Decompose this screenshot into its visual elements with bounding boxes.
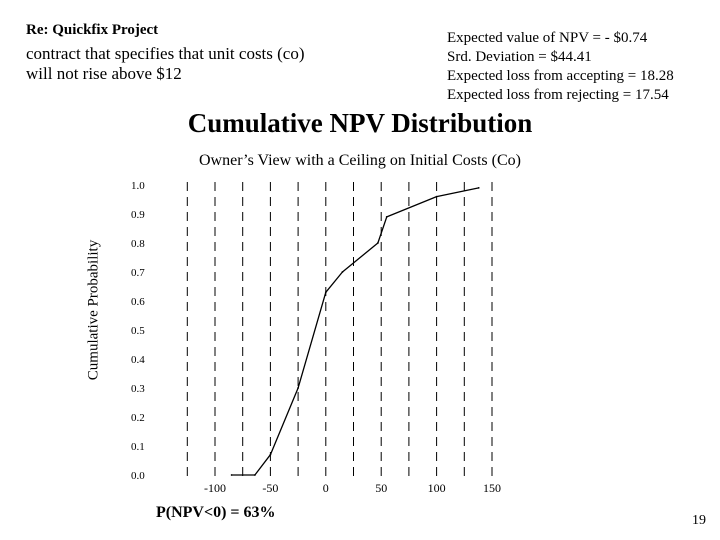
- x-tick-label: 0: [323, 481, 329, 495]
- y-tick-label: 0.3: [131, 383, 145, 395]
- x-tick-label: 150: [483, 481, 501, 495]
- x-tick-label: -50: [262, 481, 278, 495]
- std-deviation-stat: Srd. Deviation = $44.41: [447, 49, 592, 65]
- y-tick-label: 0.7: [131, 267, 145, 279]
- data-point: [376, 242, 379, 244]
- page-number: 19: [692, 513, 706, 528]
- y-tick-label: 1.0: [131, 180, 145, 192]
- y-tick-label: 0.1: [131, 441, 145, 453]
- data-point: [385, 216, 388, 218]
- data-point: [297, 387, 299, 389]
- data-point: [341, 271, 344, 273]
- x-tick-labels: -100 -50 0 50 100 150: [204, 481, 501, 495]
- project-label: Re: Quickfix Project: [26, 22, 159, 38]
- y-tick-label: 0.0: [131, 470, 145, 482]
- data-point: [477, 187, 480, 189]
- y-tick-label: 0.6: [131, 296, 145, 308]
- grid-lines: [186, 182, 493, 480]
- data-point: [230, 474, 233, 476]
- y-tick-label: 0.8: [131, 238, 145, 250]
- data-point: [253, 474, 256, 476]
- x-tick-label: 50: [375, 481, 387, 495]
- y-tick-label: 0.9: [131, 209, 145, 221]
- loss-accepting-stat: Expected loss from accepting = 18.28: [447, 68, 674, 84]
- expected-npv-stat: Expected value of NPV = - $0.74: [447, 30, 648, 46]
- chart-subtitle: Owner’s View with a Ceiling on Initial C…: [199, 152, 521, 169]
- y-tick-label: 0.5: [131, 325, 145, 337]
- y-tick-label: 0.2: [131, 412, 145, 424]
- probability-note: P(NPV<0) = 63%: [156, 504, 276, 521]
- series-layer: [230, 187, 480, 476]
- context-line-2: will not rise above $12: [26, 64, 182, 83]
- context-line-1: contract that specifies that unit costs …: [26, 44, 305, 63]
- data-point: [324, 291, 327, 294]
- loss-rejecting-stat: Expected loss from rejecting = 17.54: [447, 87, 669, 103]
- series-line: [231, 187, 479, 476]
- x-tick-label: -100: [204, 481, 226, 495]
- data-point: [435, 195, 438, 198]
- chart-title: Cumulative NPV Distribution: [187, 108, 533, 138]
- y-tick-label: 0.4: [131, 354, 145, 366]
- data-point: [269, 453, 272, 456]
- x-tick-label: 100: [428, 481, 446, 495]
- y-tick-labels: 0.0 0.1 0.2 0.3 0.4 0.5 0.6 0.7 0.8 0.9 1.0: [131, 180, 145, 482]
